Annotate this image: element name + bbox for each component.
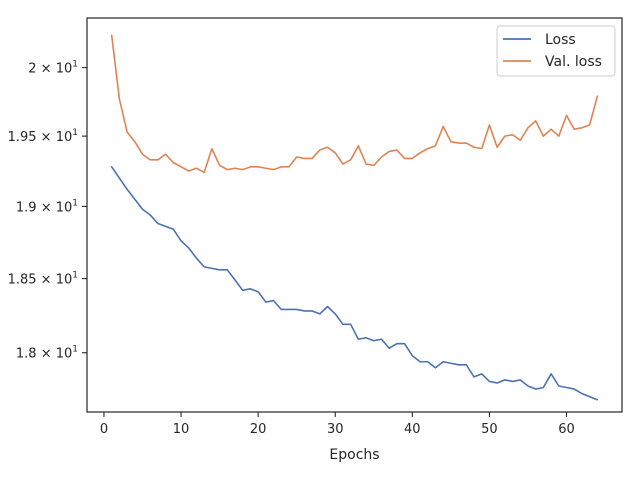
x-tick-label: 0 [100,422,108,437]
plot-lines [110,34,599,401]
x-tick-label: 40 [404,422,421,437]
series-line-loss [110,166,599,401]
y-tick-label: 1.95 × 101 [8,128,78,145]
x-tick-label: 20 [250,422,267,437]
x-tick-label: 10 [173,422,190,437]
legend: Loss Val. loss [496,25,616,77]
y-tick-label: 1.9 × 101 [16,198,78,215]
y-tick-label: 2 × 101 [28,60,78,77]
x-tick-label: 30 [327,422,344,437]
legend-label: Loss [545,32,576,48]
series-line-val-loss [110,34,599,174]
x-tick-label: 50 [481,422,498,437]
plot-area-frame [86,17,623,413]
x-tick-label: 60 [558,422,575,437]
legend-label: Val. loss [545,54,602,70]
x-axis: 0 10 20 30 40 50 60 [100,412,575,437]
y-axis: 1.8 × 101 1.85 × 101 1.9 × 101 1.95 × 101 2 … [8,60,87,362]
y-tick-label: 1.85 × 101 [8,271,78,288]
y-tick-label: 1.8 × 101 [16,345,78,362]
x-axis-label: Epochs [329,447,379,463]
